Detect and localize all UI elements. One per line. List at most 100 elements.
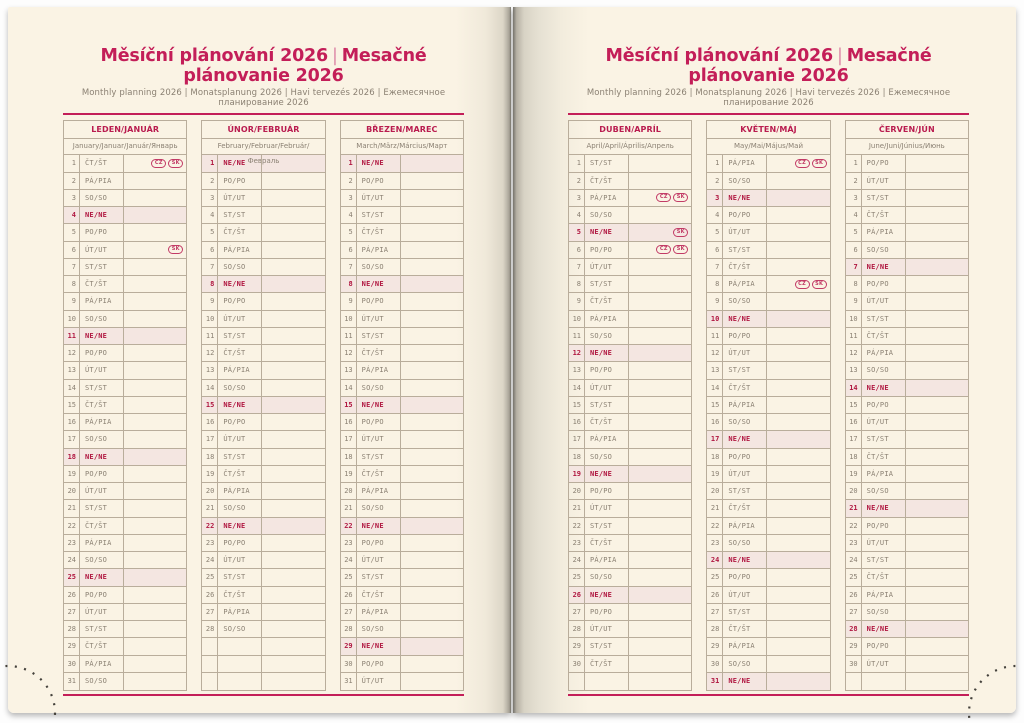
day-row: 23 ČT/ŠT — [569, 534, 692, 552]
day-row: 19 PÁ/PIA — [845, 465, 968, 483]
notes-cell — [906, 414, 968, 430]
day-row: 15 ČT/ŠT — [64, 396, 187, 414]
day-number: 14 — [64, 379, 80, 396]
planner-page-right: Měsíční plánování 2026 | Mesačné plánovani… — [513, 7, 1016, 713]
day-row — [202, 638, 325, 656]
notes-cell — [767, 414, 829, 430]
day-number: 25 — [846, 569, 862, 586]
notes-cell — [262, 362, 324, 378]
day-number: 28 — [64, 621, 80, 638]
day-row: 15 ST/ST — [569, 396, 692, 414]
day-number: 20 — [707, 483, 724, 500]
holiday-badges: SK — [168, 245, 184, 255]
day-abbrev: ST/ST — [723, 603, 768, 620]
day-row: 13 SO/SO — [845, 362, 968, 380]
month-table: DUBEN/APRÍL April/April/Április/Апрель 1… — [568, 120, 693, 691]
day-abbrev: SO/SO — [218, 500, 263, 517]
notes-cell — [906, 673, 968, 690]
day-row: 25 NE/NE — [64, 569, 187, 587]
day-abbrev: SO/SO — [723, 293, 768, 310]
day-abbrev: PO/PO — [357, 655, 401, 672]
day-number: 26 — [64, 586, 80, 603]
day-abbrev: ST/ST — [80, 621, 124, 638]
holiday-badges: CZ SK — [656, 245, 689, 255]
day-row: 27 ST/ST — [707, 603, 830, 621]
day-number: 24 — [846, 552, 862, 569]
day-number: 13 — [341, 362, 357, 379]
day-abbrev: PÁ/PIA — [862, 586, 906, 603]
notes-cell — [767, 466, 829, 482]
notes-cell — [124, 483, 186, 499]
notes-cell — [401, 380, 463, 396]
notes-cell — [767, 449, 829, 465]
notes-cell — [906, 483, 968, 499]
holiday-badge-cz: CZ — [794, 158, 810, 168]
month-table: LEDEN/JANUÁR January/Januar/Január/Январ… — [63, 120, 188, 691]
day-number: 19 — [707, 465, 724, 482]
day-row: 11 ST/ST — [340, 327, 463, 345]
day-abbrev: SO/SO — [80, 310, 124, 327]
day-abbrev: ÚT/UT — [723, 224, 768, 241]
notes-cell — [262, 207, 324, 223]
footer-rule — [568, 694, 969, 696]
notes-cell — [906, 569, 968, 585]
month-title: LEDEN/JANUÁR — [64, 121, 187, 140]
notes-cell — [906, 345, 968, 361]
day-number: 24 — [341, 552, 357, 569]
notes-cell — [767, 656, 829, 672]
day-row: 7 SO/SO — [202, 258, 325, 276]
day-abbrev: PO/PO — [218, 172, 263, 189]
holiday-badge-sk: SK — [673, 245, 689, 255]
day-row: 8 ST/ST — [569, 276, 692, 294]
month-day-rows: 1 PO/PO 2 ÚT/UT 3 ST/ST 4 ČT/ŠT 5 PÁ/PIA… — [845, 155, 968, 690]
day-abbrev: ČT/ŠT — [80, 276, 124, 293]
day-abbrev: ÚT/UT — [862, 655, 906, 672]
day-row: 13 ÚT/UT — [64, 362, 187, 380]
notes-cell — [124, 500, 186, 516]
day-number: 24 — [569, 552, 585, 569]
notes-cell — [401, 518, 463, 534]
day-number: 7 — [569, 258, 585, 275]
notes-cell — [906, 380, 968, 396]
day-row: 11 NE/NE — [64, 327, 187, 345]
day-row: 12 ČT/ŠT — [202, 345, 325, 363]
day-number: 25 — [64, 569, 80, 586]
notes-cell — [629, 207, 691, 223]
day-number: 18 — [202, 448, 219, 465]
day-abbrev: SO/SO — [723, 655, 768, 672]
notes-cell — [629, 656, 691, 672]
day-row: 4 ST/ST — [340, 207, 463, 225]
day-abbrev: SO/SO — [357, 621, 401, 638]
day-row: 1 NE/NE — [202, 155, 325, 173]
day-abbrev: ČT/ŠT — [80, 638, 124, 655]
notes-cell — [124, 173, 186, 189]
day-row: 16 PO/PO — [202, 414, 325, 432]
day-row: 28 ČT/ŠT — [707, 621, 830, 639]
notes-cell — [629, 500, 691, 516]
day-number: 21 — [202, 500, 219, 517]
day-row: 24 ST/ST — [845, 552, 968, 570]
day-number: 26 — [569, 586, 585, 603]
day-abbrev: ÚT/UT — [585, 379, 629, 396]
notes-cell — [906, 328, 968, 344]
day-abbrev: PO/PO — [862, 276, 906, 293]
notes-cell — [124, 259, 186, 275]
day-row: 8 PO/PO — [845, 276, 968, 294]
day-abbrev: ST/ST — [585, 396, 629, 413]
notes-cell — [262, 431, 324, 447]
month-day-rows: 1 NE/NE 2 PO/PO 3 ÚT/UT 4 ST/ST 5 ČT/ŠT … — [340, 155, 463, 690]
day-abbrev: ČT/ŠT — [585, 534, 629, 551]
day-row: 30 ÚT/UT — [845, 655, 968, 673]
holiday-badge-sk: SK — [811, 279, 827, 289]
day-row: 26 ČT/ŠT — [202, 586, 325, 604]
day-number: 17 — [569, 431, 585, 448]
notes-cell — [124, 673, 186, 690]
day-abbrev: ČT/ŠT — [585, 655, 629, 672]
day-number: 21 — [569, 500, 585, 517]
notes-cell — [124, 380, 186, 396]
day-number: 12 — [202, 345, 219, 362]
day-number: 28 — [341, 621, 357, 638]
day-row: 14 ČT/ŠT — [707, 379, 830, 397]
month-day-rows: 1 PÁ/PIA CZ SK 2 SO/SO 3 NE/NE 4 PO/PO 5 … — [707, 155, 830, 690]
day-row: 12 NE/NE — [569, 345, 692, 363]
